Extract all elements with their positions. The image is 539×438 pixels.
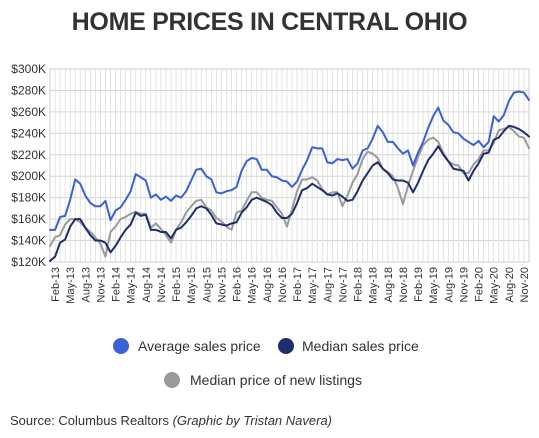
series-line-0 — [49, 90, 530, 231]
series-line-1 — [49, 124, 530, 262]
x-tick-label: Feb-18 — [353, 267, 365, 302]
x-tick-label: Aug-16 — [262, 267, 274, 302]
legend-label: Average sales price — [138, 338, 261, 354]
legend-marker — [164, 372, 180, 388]
x-tick-label: Aug-18 — [383, 267, 395, 302]
x-tick-label: Aug-13 — [80, 267, 92, 302]
legend-label: Median sales price — [302, 338, 419, 354]
y-tick-label: $240K — [11, 126, 46, 140]
x-tick-label: Feb-20 — [474, 267, 486, 302]
y-tick-label: $280K — [11, 83, 46, 97]
legend-marker — [278, 338, 294, 354]
x-tick-label: Nov-19 — [458, 267, 470, 302]
x-axis-ticks: Feb-13 May-13 Aug-13 Nov-13 Feb-14 May-14 Aug-… — [50, 267, 531, 304]
x-tick-label: May-16 — [247, 267, 259, 304]
x-tick-label: Aug-14 — [141, 267, 153, 302]
x-tick-label: Nov-20 — [519, 267, 531, 302]
x-tick-label: May-19 — [428, 267, 440, 304]
y-tick-label: $160K — [11, 212, 46, 226]
x-tick-label: Feb-17 — [292, 267, 304, 302]
y-axis-ticks: $120K $140K $160K $180K $200K $220K $240K $260K… — [11, 62, 46, 269]
x-tick-label: Aug-15 — [201, 267, 213, 302]
x-tick-label: Feb-15 — [171, 267, 183, 302]
graphic-credit: (Graphic by Tristan Navera) — [172, 413, 333, 428]
x-tick-label: Feb-14 — [111, 267, 123, 302]
plot-frame — [49, 68, 530, 263]
x-tick-label: Nov-18 — [398, 267, 410, 302]
x-tick-label: May-17 — [307, 267, 319, 304]
chart-title: HOME PRICES IN CENTRAL OHIO — [71, 8, 468, 36]
x-tick-label: May-18 — [368, 267, 380, 304]
legend-label: Median price of new listings — [190, 372, 362, 388]
y-tick-label: $120K — [11, 255, 46, 269]
x-tick-label: Nov-17 — [337, 267, 349, 302]
x-tick-label: Aug-20 — [504, 267, 516, 302]
y-tick-label: $140K — [11, 234, 46, 248]
x-tick-label: Feb-19 — [413, 267, 425, 302]
y-tick-label: $220K — [11, 148, 46, 162]
x-tick-label: May-14 — [126, 267, 138, 304]
x-tick-label: Nov-14 — [156, 267, 168, 302]
x-tick-label: Feb-13 — [50, 267, 62, 302]
legend: Average sales price Median sales price Med… — [113, 338, 419, 388]
series-lines — [49, 90, 530, 262]
x-tick-label: Nov-13 — [95, 267, 107, 302]
source-note: Source: Columbus Realtors (Graphic by Tr… — [10, 413, 332, 428]
x-tick-label: May-13 — [65, 267, 77, 304]
y-tick-label: $300K — [11, 62, 46, 76]
legend-marker — [113, 338, 129, 354]
x-tick-label: May-15 — [186, 267, 198, 304]
x-tick-label: May-20 — [489, 267, 501, 304]
x-tick-label: Nov-15 — [216, 267, 228, 302]
x-tick-label: Feb-16 — [232, 267, 244, 302]
x-tick-label: Aug-19 — [443, 267, 455, 302]
y-tick-label: $200K — [11, 169, 46, 183]
y-tick-label: $180K — [11, 191, 46, 205]
x-tick-label: Nov-16 — [277, 267, 289, 302]
x-tick-label: Aug-17 — [322, 267, 334, 302]
y-tick-label: $260K — [11, 105, 46, 119]
source-text: Source: Columbus Realtors — [10, 413, 169, 428]
